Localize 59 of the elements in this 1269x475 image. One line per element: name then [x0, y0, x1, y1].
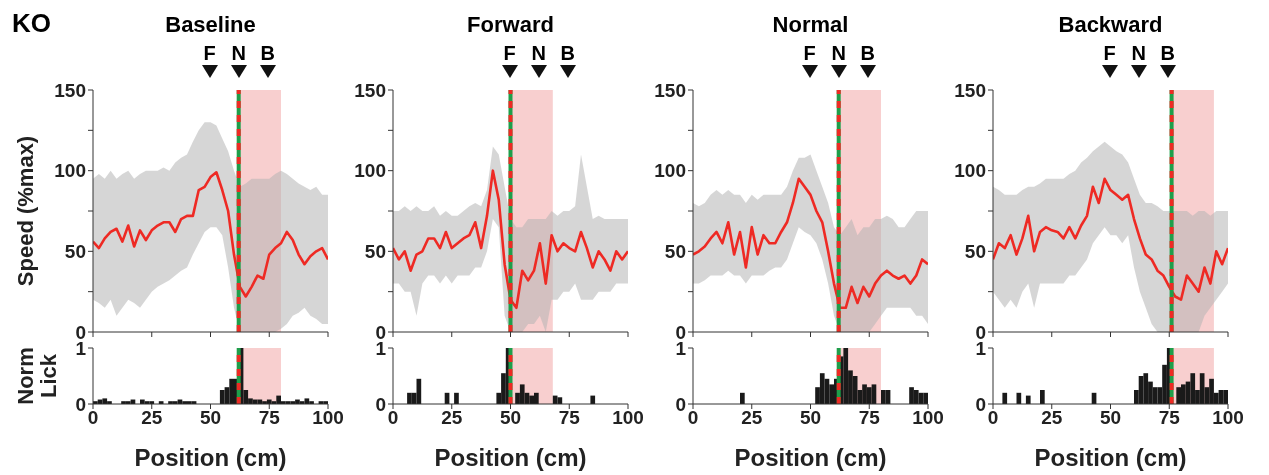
y-tick-label: 0 [675, 393, 686, 415]
y-tick-label: 0 [375, 393, 386, 415]
y-tick-label: 150 [654, 79, 686, 101]
x-axis-title: Position (cm) [1034, 444, 1187, 471]
chart-title: Normal [771, 12, 850, 38]
text: N [830, 42, 847, 65]
text: F [802, 42, 817, 65]
y-tick-label: 50 [964, 241, 986, 263]
y-tick-label: 0 [975, 393, 986, 415]
y-tick-label: 0 [675, 321, 686, 343]
y-tick-label: 150 [954, 79, 986, 101]
text: B [259, 42, 276, 65]
x-tick-label: 50 [499, 407, 522, 429]
text: B [1159, 42, 1176, 65]
x-tick-label: 50 [799, 407, 822, 429]
text: B [859, 42, 876, 65]
x-tick-label: 25 [1041, 407, 1063, 429]
y-tick-label: 0 [75, 321, 86, 343]
y-tick-label: 100 [654, 160, 686, 182]
chart-title: Baseline [164, 12, 257, 38]
y-tick-label: 50 [64, 241, 86, 263]
x-tick-label: 25 [741, 407, 763, 429]
text: B [559, 42, 576, 65]
y-tick-label: 0 [975, 321, 986, 343]
x-tick-label: 100 [612, 407, 644, 429]
x-tick-label: 75 [558, 407, 581, 429]
x-tick-label: 75 [1158, 407, 1181, 429]
text: N [1130, 42, 1147, 65]
x-tick-label: 25 [441, 407, 463, 429]
chart-title: Backward [1057, 12, 1164, 38]
text: N [230, 42, 247, 65]
x-tick-label: 75 [858, 407, 881, 429]
y-tick-label: 150 [54, 79, 86, 101]
text: F [502, 42, 517, 65]
x-tick-label: 50 [1099, 407, 1122, 429]
y-axis-title: Norm Lick [13, 347, 61, 405]
y-axis-title: Speed (%max) [13, 135, 38, 287]
y-tick-label: 0 [375, 321, 386, 343]
y-tick-label: 0 [75, 393, 86, 415]
y-tick-label: 100 [354, 160, 386, 182]
text: N [530, 42, 547, 65]
x-axis-title: Position (cm) [134, 444, 287, 471]
x-tick-label: 25 [141, 407, 163, 429]
y-tick-label: 100 [54, 160, 86, 182]
y-tick-label: 50 [664, 241, 686, 263]
y-tick-label: 100 [954, 160, 986, 182]
x-axis-title: Position (cm) [434, 444, 587, 471]
x-tick-label: 100 [912, 407, 944, 429]
x-tick-label: 75 [258, 407, 281, 429]
y-tick-label: 50 [364, 241, 386, 263]
x-tick-label: 100 [312, 407, 344, 429]
text: F [1102, 42, 1117, 65]
y-tick-label: 150 [354, 79, 386, 101]
chart-title: Forward [466, 12, 555, 38]
text: F [202, 42, 217, 65]
x-tick-label: 50 [199, 407, 222, 429]
x-axis-title: Position (cm) [734, 444, 887, 471]
x-tick-label: 100 [1212, 407, 1244, 429]
text: KO [12, 8, 51, 39]
